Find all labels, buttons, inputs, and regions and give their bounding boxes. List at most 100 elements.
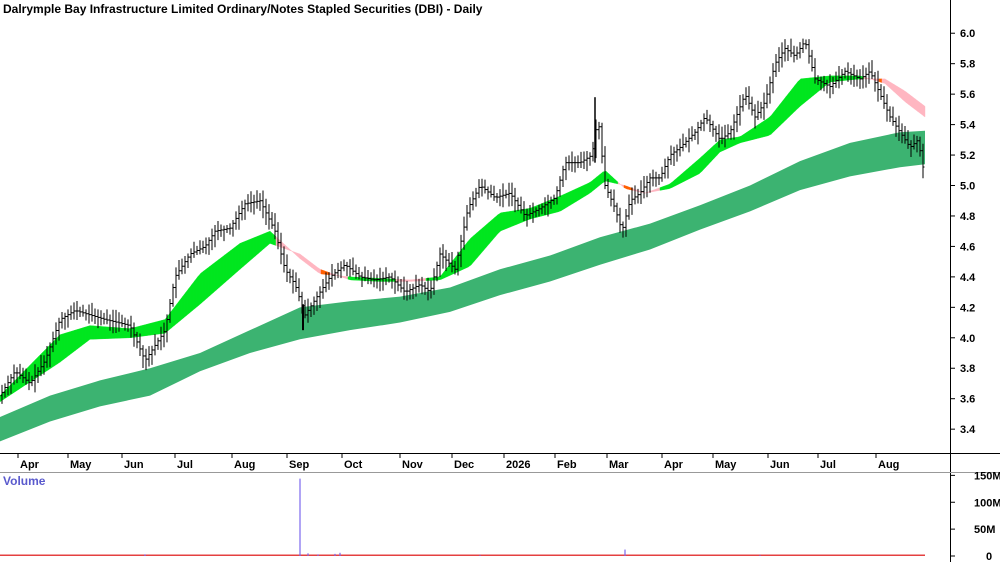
short-term-band-segment	[626, 185, 631, 190]
volume-panel: 0 50M 100M 150M	[0, 470, 1000, 563]
date-tick-label: Nov	[402, 459, 424, 471]
short-term-band-segment	[725, 138, 730, 150]
price-tick-label: 4.0	[960, 333, 975, 345]
short-term-band-segment	[590, 178, 595, 193]
short-term-band-segment	[80, 327, 85, 347]
short-term-band-segment	[686, 166, 691, 181]
short-term-band	[0, 75, 926, 402]
short-term-band-segment	[785, 92, 790, 121]
short-term-band-segment	[776, 103, 781, 129]
short-term-band-segment	[317, 267, 322, 275]
short-term-band-segment	[488, 219, 493, 245]
short-term-band-segment	[182, 291, 187, 319]
short-term-band-segment	[470, 234, 475, 266]
short-term-band-segment	[689, 163, 694, 179]
short-term-band-segment	[794, 80, 799, 112]
short-term-band-segment	[905, 91, 910, 106]
short-term-band-segment	[314, 265, 319, 273]
short-term-band-segment	[767, 115, 772, 137]
short-term-band-segment	[884, 78, 889, 87]
short-term-band-segment	[893, 84, 898, 95]
short-term-band-segment	[809, 77, 814, 99]
date-tick-label: Dec	[454, 459, 474, 471]
short-term-band-segment	[260, 233, 265, 252]
price-tick-label: 5.2	[960, 150, 975, 162]
short-term-band-segment	[674, 176, 679, 187]
short-term-band-segment	[74, 328, 79, 352]
short-term-band-segment	[575, 187, 580, 203]
short-term-band-segment	[599, 171, 604, 186]
short-term-band-segment	[881, 78, 886, 84]
short-term-band-segment	[563, 192, 568, 210]
short-term-band-segment	[428, 277, 433, 281]
short-term-band-segment	[209, 263, 214, 296]
long-term-band	[0, 130, 925, 442]
short-term-band-segment	[869, 78, 874, 81]
short-term-band-segment	[593, 176, 598, 191]
short-term-band-segment	[671, 179, 676, 188]
short-term-band-segment	[296, 252, 301, 260]
short-term-band-segment	[482, 224, 487, 252]
short-term-band-segment	[215, 258, 220, 291]
short-term-band-segment	[77, 328, 82, 349]
price-tick-label: 4.8	[960, 211, 975, 223]
short-term-band-segment	[737, 135, 742, 145]
short-term-band-segment	[515, 209, 520, 225]
short-term-band-segment	[140, 324, 145, 337]
date-tick-label: Apr	[20, 459, 40, 471]
short-term-band-segment	[143, 323, 148, 337]
short-term-band-segment	[923, 105, 926, 118]
short-term-band-segment	[803, 77, 808, 104]
short-term-band-segment	[890, 82, 895, 93]
short-term-band-segment	[344, 276, 349, 280]
short-term-band-segment	[173, 303, 178, 327]
short-term-band-segment	[746, 129, 751, 142]
short-term-band-segment	[62, 332, 67, 361]
short-term-band-segment	[761, 119, 766, 138]
short-term-band-segment	[170, 307, 175, 329]
short-term-band-segment	[623, 185, 628, 190]
short-term-band-segment	[194, 275, 199, 309]
short-term-band-segment	[59, 333, 64, 363]
short-term-band-segment	[320, 269, 325, 275]
short-term-band-segment	[149, 322, 154, 336]
price-bars	[0, 38, 925, 404]
price-tick-label: 3.4	[960, 424, 976, 436]
date-tick-label: Apr	[664, 459, 684, 471]
short-term-band-segment	[668, 181, 673, 190]
short-term-band-segment	[896, 85, 901, 98]
short-term-band-segment	[611, 176, 616, 184]
short-term-band-segment	[680, 171, 685, 184]
short-term-band-segment	[749, 127, 754, 141]
price-tick-label: 4.6	[960, 241, 975, 253]
short-term-band-segment	[659, 186, 664, 191]
short-term-band-segment	[248, 238, 253, 262]
date-tick-label: Aug	[878, 459, 899, 471]
volume-tick-label: 150M	[974, 470, 1000, 482]
short-term-band-segment	[407, 279, 412, 282]
short-term-band-segment	[176, 299, 181, 324]
short-term-band-segment	[656, 187, 661, 192]
short-term-band-segment	[506, 211, 511, 229]
short-term-band-segment	[557, 195, 562, 213]
short-term-band-segment	[572, 188, 577, 204]
short-term-band-segment	[473, 232, 478, 263]
short-term-band-segment	[692, 161, 697, 178]
short-term-band-segment	[920, 102, 925, 117]
short-term-band-segment	[350, 276, 355, 281]
short-term-band-segment	[797, 78, 802, 109]
short-term-band-segment	[266, 230, 271, 247]
short-term-band-segment	[755, 123, 760, 140]
date-tick-label: Jul	[177, 459, 193, 471]
volume-tick-label: 0	[986, 551, 992, 562]
long-term-band-area	[0, 130, 925, 442]
short-term-band-segment	[341, 275, 346, 279]
date-tick-label: Feb	[557, 459, 577, 471]
short-term-band-segment	[710, 144, 715, 163]
short-term-band-segment	[155, 320, 160, 335]
short-term-band-segment	[914, 98, 919, 113]
short-term-band-segment	[104, 326, 109, 339]
short-term-band-segment	[269, 230, 274, 245]
price-tick-label: 5.6	[960, 89, 975, 101]
